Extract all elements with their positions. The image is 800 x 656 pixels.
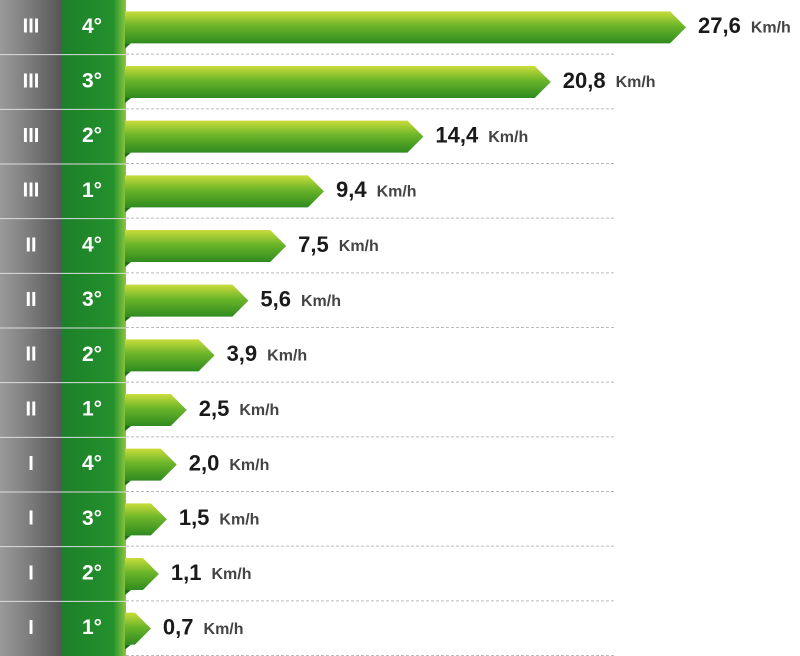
value-label: 27,6: [698, 13, 741, 38]
gear-label: 4°: [82, 15, 102, 38]
unit-label: Km/h: [488, 129, 528, 146]
value-label: 3,9: [227, 341, 258, 366]
bar: [125, 175, 324, 208]
value-label: 7,5: [298, 232, 329, 257]
bar-fold: [125, 262, 131, 267]
range-label: II: [25, 344, 36, 366]
bar: [125, 66, 551, 98]
bar: [125, 230, 287, 262]
bar-fold: [125, 316, 131, 322]
value-label: 0,7: [163, 614, 194, 639]
gear-label: 4°: [82, 234, 102, 257]
value-label: 20,8: [563, 68, 606, 93]
unit-label: Km/h: [751, 20, 791, 37]
unit-label: Km/h: [301, 293, 341, 310]
bar: [125, 120, 424, 153]
unit-label: Km/h: [204, 621, 244, 638]
bar-fold: [125, 590, 131, 595]
unit-label: Km/h: [229, 457, 269, 474]
bar: [125, 503, 167, 536]
range-label: I: [28, 453, 34, 475]
bar: [125, 558, 159, 590]
range-label: III: [23, 125, 40, 147]
bar-fold: [125, 535, 131, 541]
range-label: I: [28, 562, 34, 584]
range-label: III: [23, 70, 40, 92]
bar: [125, 339, 215, 372]
gear-label: 3°: [82, 507, 102, 530]
bar-fold: [125, 43, 131, 49]
bar: [125, 11, 686, 44]
bar-fold: [125, 371, 131, 377]
bar-fold: [125, 207, 131, 213]
gear-label: 1°: [82, 179, 102, 202]
bar: [125, 448, 177, 481]
value-label: 14,4: [435, 122, 479, 147]
gear-label: 1°: [82, 616, 102, 639]
gear-label: 2°: [82, 124, 102, 147]
unit-label: Km/h: [211, 566, 251, 583]
value-label: 2,0: [189, 450, 220, 475]
value-label: 1,5: [179, 505, 210, 530]
range-label: I: [28, 508, 34, 530]
bar-fold: [125, 426, 131, 431]
range-label: II: [25, 398, 36, 420]
bar: [125, 284, 249, 317]
value-label: 9,4: [336, 177, 367, 202]
bar-fold: [125, 98, 131, 103]
bar: [125, 612, 151, 645]
unit-label: Km/h: [239, 402, 279, 419]
value-label: 2,5: [199, 396, 230, 421]
bar-fold: [125, 480, 131, 486]
gear-label: 3°: [82, 70, 102, 93]
unit-label: Km/h: [339, 238, 379, 255]
unit-label: Km/h: [219, 512, 259, 529]
range-label: I: [28, 617, 34, 639]
range-label: III: [23, 16, 40, 38]
bar-fold: [125, 152, 131, 158]
unit-label: Km/h: [616, 74, 656, 91]
gear-label: 2°: [82, 343, 102, 366]
range-label: II: [25, 234, 36, 256]
unit-label: Km/h: [377, 184, 417, 201]
unit-label: Km/h: [267, 348, 307, 365]
gear-label: 1°: [82, 398, 102, 421]
range-label: II: [25, 289, 36, 311]
gear-label: 2°: [82, 562, 102, 585]
range-label: III: [23, 180, 40, 202]
gear-label: 4°: [82, 452, 102, 475]
value-label: 5,6: [260, 286, 291, 311]
value-label: 1,1: [171, 560, 202, 585]
bar-fold: [125, 644, 131, 650]
bar: [125, 394, 187, 426]
gear-label: 3°: [82, 288, 102, 311]
